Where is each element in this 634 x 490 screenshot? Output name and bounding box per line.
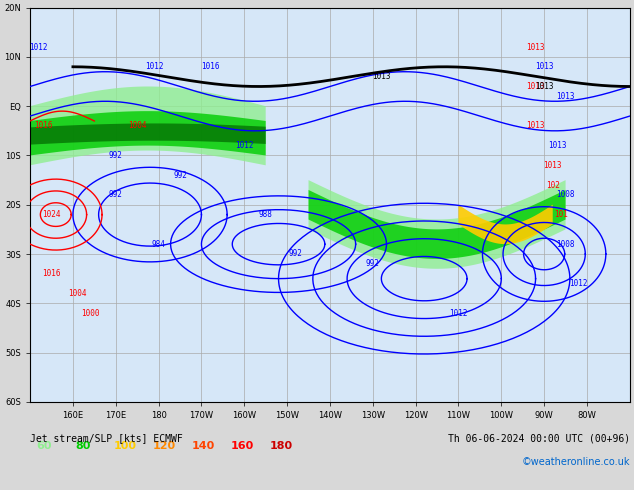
Text: 992: 992	[109, 151, 123, 160]
Text: 101: 101	[554, 210, 568, 219]
Text: 1008: 1008	[556, 191, 575, 199]
Polygon shape	[309, 180, 566, 269]
Text: 1016: 1016	[34, 122, 52, 130]
Text: 140: 140	[192, 441, 216, 451]
Text: 1012: 1012	[569, 279, 588, 288]
Text: 1013: 1013	[526, 43, 545, 51]
Text: ©weatheronline.co.uk: ©weatheronline.co.uk	[521, 457, 630, 467]
Text: 102: 102	[546, 180, 560, 190]
Text: 992: 992	[288, 249, 302, 259]
Text: 180: 180	[270, 441, 293, 451]
Text: 1013: 1013	[526, 82, 545, 91]
Text: 100: 100	[114, 441, 137, 451]
Text: 992: 992	[173, 171, 187, 180]
Text: 160: 160	[231, 441, 254, 451]
Text: 60: 60	[36, 441, 51, 451]
Text: 1016: 1016	[42, 269, 61, 278]
Text: 992: 992	[366, 259, 380, 269]
Text: 988: 988	[259, 210, 273, 219]
Text: 80: 80	[75, 441, 91, 451]
Text: 984: 984	[152, 240, 165, 248]
Text: 1012: 1012	[29, 43, 48, 51]
Polygon shape	[30, 123, 266, 145]
Text: 1004: 1004	[68, 289, 86, 298]
Text: Jet stream/SLP [kts] ECMWF: Jet stream/SLP [kts] ECMWF	[30, 433, 183, 443]
Text: 1013: 1013	[526, 122, 545, 130]
Text: 1013: 1013	[372, 72, 391, 81]
Text: 1013: 1013	[556, 92, 575, 101]
Text: 1004: 1004	[128, 122, 146, 130]
Text: 1013: 1013	[543, 161, 562, 170]
Polygon shape	[30, 87, 266, 165]
Text: 1000: 1000	[81, 309, 100, 318]
Text: Th 06-06-2024 00:00 UTC (00+96): Th 06-06-2024 00:00 UTC (00+96)	[448, 433, 630, 443]
Polygon shape	[458, 205, 553, 244]
Polygon shape	[30, 111, 266, 155]
Text: 1013: 1013	[535, 62, 553, 71]
Text: 1016: 1016	[201, 62, 219, 71]
Polygon shape	[309, 190, 566, 259]
Text: 1013: 1013	[548, 141, 566, 150]
Text: 992: 992	[109, 191, 123, 199]
Text: 1024: 1024	[42, 210, 61, 219]
Text: 1012: 1012	[450, 309, 468, 318]
Text: 1012: 1012	[145, 62, 164, 71]
Text: 120: 120	[153, 441, 176, 451]
Text: 1012: 1012	[235, 141, 254, 150]
Text: 1008: 1008	[556, 240, 575, 248]
Text: 1013: 1013	[535, 82, 553, 91]
